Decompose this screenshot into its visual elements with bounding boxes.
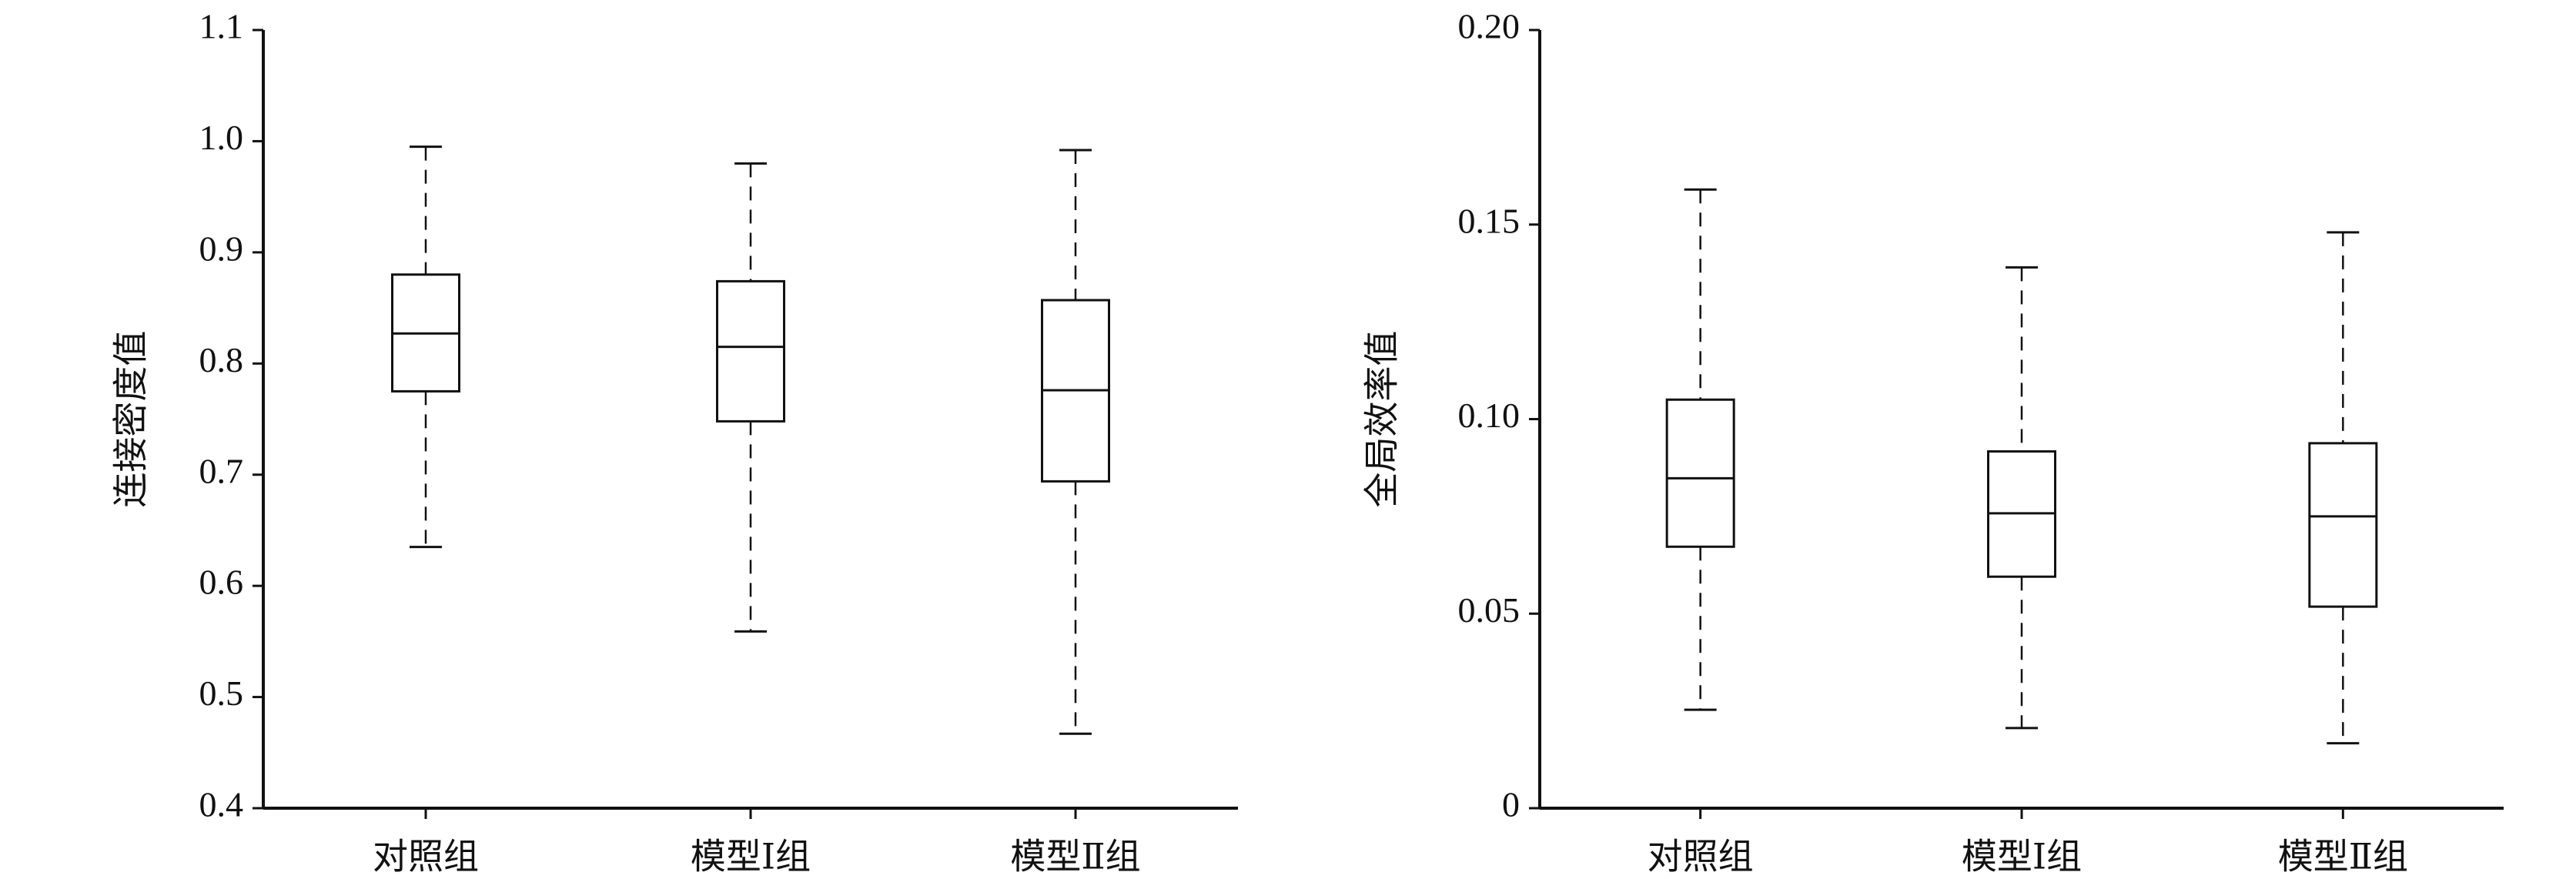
x-tick-label: 模型Ⅱ组 (2278, 837, 2408, 877)
box (1665, 398, 1735, 548)
y-tick-label: 0.05 (1458, 590, 1521, 630)
x-tick-label: 模型Ⅰ组 (691, 837, 811, 877)
y-tick-label: 0 (1502, 785, 1520, 824)
box (2308, 442, 2378, 608)
y-tick-label: 0.6 (199, 563, 244, 602)
x-tick-label: 模型Ⅰ组 (1962, 837, 2082, 877)
x-tick-label: 模型Ⅱ组 (1010, 837, 1140, 877)
y-tick-label: 1.0 (199, 118, 244, 157)
y-axis-label: 全局效率值 (1363, 331, 1402, 508)
y-tick-label: 0.10 (1458, 396, 1521, 435)
y-tick-label: 0.15 (1458, 201, 1521, 240)
y-tick-label: 0.8 (199, 340, 244, 379)
y-tick-label: 0.20 (1458, 7, 1521, 46)
y-tick-label: 0.9 (199, 229, 244, 268)
x-tick-label: 对照组 (373, 837, 479, 877)
x-tick-label: 对照组 (1648, 837, 1754, 877)
y-tick-label: 0.5 (199, 673, 244, 713)
y-tick-label: 0.7 (199, 451, 244, 490)
box (716, 279, 785, 423)
y-tick-label: 0.4 (199, 785, 244, 824)
y-axis-label: 连接密度值 (112, 331, 151, 508)
y-tick-label: 1.1 (199, 7, 244, 46)
